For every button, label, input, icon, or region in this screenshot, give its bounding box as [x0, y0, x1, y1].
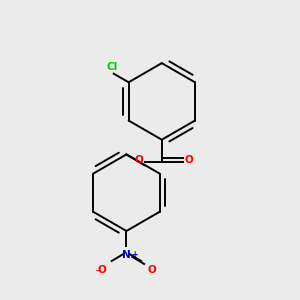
- Text: N: N: [122, 250, 131, 260]
- Text: +: +: [132, 250, 138, 259]
- Text: O: O: [147, 266, 156, 275]
- Text: O: O: [97, 266, 106, 275]
- Text: −: −: [94, 266, 101, 275]
- Text: Cl: Cl: [106, 62, 118, 72]
- Text: O: O: [134, 155, 143, 165]
- Text: O: O: [184, 155, 193, 165]
